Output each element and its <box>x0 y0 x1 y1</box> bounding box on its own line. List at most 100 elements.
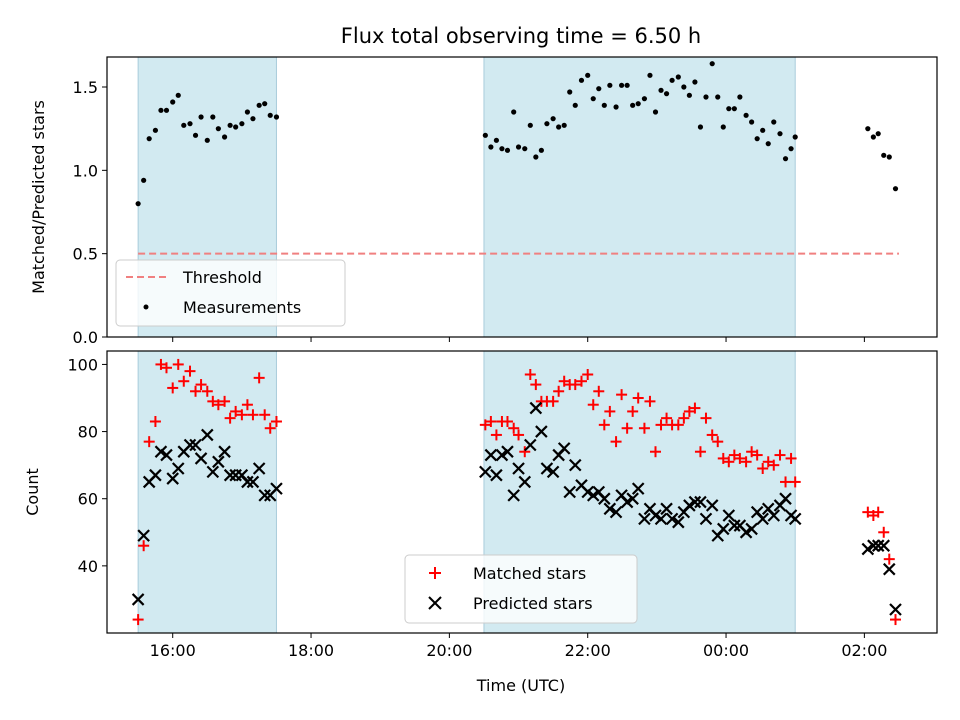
measurement-point <box>493 137 500 143</box>
matched-star-marker <box>513 429 525 441</box>
predicted-star-points <box>131 401 902 616</box>
matched-star-marker <box>247 409 259 421</box>
predicted-star-marker <box>705 499 719 512</box>
predicted-star-marker <box>882 562 896 576</box>
predicted-star-marker <box>598 492 611 505</box>
x-tick-label: 18:00 <box>288 641 334 660</box>
measurement-point <box>875 131 881 137</box>
x-tick-label: 20:00 <box>426 641 472 660</box>
measurement-point <box>669 77 675 83</box>
predicted-star-marker <box>672 515 685 529</box>
matched-star-marker <box>184 365 196 377</box>
measurement-point <box>697 124 704 130</box>
predicted-star-marker <box>889 603 902 616</box>
matched-star-marker <box>485 416 497 427</box>
matched-star-marker <box>734 452 746 464</box>
predicted-star-marker <box>877 539 891 552</box>
predicted-star-marker <box>586 489 600 502</box>
measurement-point <box>692 79 698 85</box>
matched-star-marker <box>558 375 570 387</box>
predicted-star-marker <box>861 542 875 556</box>
measurement-point <box>675 74 681 80</box>
predicted-star-marker <box>258 489 271 502</box>
measurement-point <box>533 154 539 160</box>
measurement-point <box>754 136 760 142</box>
measurement-point <box>267 112 273 118</box>
matched-star-marker <box>712 436 724 448</box>
measurement-point <box>578 77 585 83</box>
predicted-star-marker <box>631 482 645 495</box>
matched-star-marker <box>789 476 801 488</box>
bottom-y-ticks: 40 60 80 100 <box>67 355 107 576</box>
matched-star-marker <box>872 506 884 518</box>
matched-star-marker <box>644 395 656 407</box>
measurement-point <box>256 102 262 108</box>
measurement-point <box>152 127 159 133</box>
measurement-point <box>624 82 630 88</box>
matched-star-marker <box>785 452 797 464</box>
matched-star-marker <box>598 419 610 431</box>
predicted-star-marker <box>694 495 707 509</box>
measurement-point <box>504 147 511 153</box>
measurement-point <box>572 102 578 108</box>
matched-star-marker <box>610 436 622 448</box>
measurement-point <box>556 124 562 130</box>
measurements-legend-label: Measurements <box>183 298 301 317</box>
measurement-point <box>567 89 573 95</box>
matched-legend-swatch <box>429 567 441 579</box>
predicted-star-marker <box>654 512 668 526</box>
predicted-star-marker <box>183 438 197 452</box>
measurement-point <box>488 144 494 150</box>
matched-star-marker <box>632 392 644 404</box>
measurement-point <box>652 109 659 115</box>
bottom-x-ticks: 16:00 18:00 20:00 22:00 00:00 02:00 <box>150 633 887 660</box>
predicted-star-marker <box>699 512 713 526</box>
measurement-point <box>522 146 528 152</box>
measurement-point <box>731 106 737 112</box>
predicted-star-marker <box>206 465 220 479</box>
predicted-star-marker <box>626 492 639 505</box>
matched-star-marker <box>604 405 616 417</box>
top-axes-frame <box>106 56 938 338</box>
measurement-point <box>181 122 187 128</box>
predicted-star-marker <box>270 482 283 495</box>
measurement-point <box>607 82 613 88</box>
measurement-point <box>686 92 692 98</box>
top-y-axis-label: Matched/Predicted stars <box>29 100 48 294</box>
predicted-star-marker <box>223 468 237 482</box>
matched-star-marker <box>780 476 792 488</box>
predicted-star-marker <box>137 529 150 542</box>
matched-star-marker <box>616 389 628 401</box>
matched-star-marker <box>683 405 695 417</box>
measurement-point <box>250 116 256 122</box>
predicted-star-marker <box>166 472 179 485</box>
matched-star-marker <box>190 385 202 397</box>
measurement-point <box>715 94 721 100</box>
measurement-point <box>170 99 176 105</box>
measurements-legend-swatch <box>143 304 149 310</box>
matched-star-marker <box>149 416 161 427</box>
matched-star-marker <box>661 412 673 424</box>
predicted-star-marker <box>620 495 634 509</box>
measurement-point <box>771 119 777 125</box>
predicted-star-marker <box>540 462 554 475</box>
count-panel: 40 60 80 100 16:00 18:00 20:00 22:00 00:00 02:00… <box>23 350 938 695</box>
matched-star-marker <box>230 405 242 417</box>
y-tick-label: 100 <box>67 355 98 374</box>
matched-star-marker <box>700 412 712 424</box>
measurement-point <box>198 114 204 120</box>
x-axis-label: Time (UTC) <box>476 676 565 695</box>
matched-star-marker <box>774 449 786 461</box>
matched-star-marker <box>219 395 231 407</box>
matched-star-marker <box>689 402 701 414</box>
measurement-point <box>163 107 170 113</box>
observation-window-bottom-1 <box>137 350 277 634</box>
measurement-point <box>215 126 221 132</box>
matched-star-marker <box>751 449 763 461</box>
predicted-star-marker <box>688 495 702 509</box>
predicted-star-marker <box>728 519 741 532</box>
matched-star-marker <box>627 405 639 417</box>
predicted-star-marker <box>149 468 162 482</box>
measurement-point <box>227 122 233 128</box>
measurement-point <box>482 132 488 138</box>
